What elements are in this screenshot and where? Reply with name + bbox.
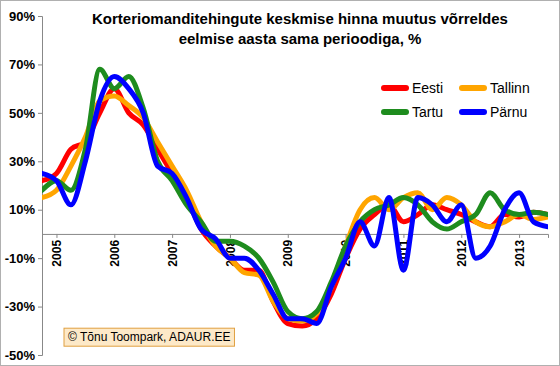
x-tick-label: 2013 [513, 240, 527, 267]
legend-item: Eesti [384, 80, 443, 96]
y-tick: -30% [5, 299, 42, 314]
y-tick: -50% [5, 348, 42, 363]
annotation: © Tõnu Toompark, ADAUR.EE [64, 328, 234, 346]
legend-item: Pärnu [462, 104, 527, 120]
y-tick-mark [38, 16, 42, 17]
legend-swatch [384, 109, 406, 115]
y-tick-label: 50% [9, 106, 35, 121]
x-tick: 2005 [50, 234, 64, 267]
y-tick: 30% [9, 154, 42, 169]
x-tick: 2007 [166, 234, 180, 267]
x-tick: 2013 [513, 234, 527, 267]
legend-label: Pärnu [490, 104, 527, 120]
chart: -50% -30% -10% 10% 30% 50% 70% 90% 2005 2006 2007 2… [0, 0, 560, 366]
x-tick-mark [172, 234, 173, 238]
x-tick-mark [403, 234, 404, 238]
legend-item: Tallinn [462, 80, 530, 96]
x-tick-mark [461, 234, 462, 238]
legend-swatch [462, 85, 484, 91]
y-axis-line [38, 17, 43, 356]
legend-item: Tartu [384, 104, 443, 120]
y-tick: 50% [9, 106, 42, 121]
plot-area [42, 69, 548, 326]
y-tick-label: 10% [9, 202, 35, 217]
x-tick-label: 2005 [50, 240, 64, 267]
legend: Eesti Tallinn Tartu Pärnu [384, 80, 530, 120]
y-tick-mark [38, 307, 42, 308]
title: Korteriomanditehingute keskmise hinna mu… [92, 10, 508, 47]
legend-swatch [462, 109, 484, 115]
y-tick-label: -50% [5, 348, 36, 363]
series-line [42, 77, 548, 324]
series-line [42, 89, 548, 326]
x-tick-label: 2009 [281, 240, 295, 267]
legend-swatch [384, 85, 406, 91]
series-line [42, 69, 548, 318]
legend-label: Eesti [412, 80, 443, 96]
x-tick-label: 2006 [108, 240, 122, 267]
x-tick: 2009 [281, 234, 295, 267]
y-tick-mark [38, 161, 42, 162]
y-tick: 70% [9, 57, 42, 72]
y-tick-label: 70% [9, 57, 35, 72]
y-tick-mark [38, 210, 42, 211]
legend-label: Tartu [412, 104, 443, 120]
y-tick-mark [38, 113, 42, 114]
x-tick-mark [230, 234, 231, 238]
y-tick-label: 90% [9, 9, 35, 24]
x-tick-mark [288, 234, 289, 238]
annotation-box [64, 328, 234, 346]
y-tick-label: -10% [5, 251, 36, 266]
x-tick-label: 2012 [455, 240, 469, 267]
x-tick-mark [114, 234, 115, 238]
annotation-text: © Tõnu Toompark, ADAUR.EE [68, 330, 230, 344]
x-tick: 2012 [455, 234, 469, 267]
background [1, 1, 560, 366]
x-tick-mark [56, 234, 57, 238]
legend-label: Tallinn [490, 80, 530, 96]
x-axis-line [43, 234, 549, 238]
y-tick: 90% [9, 9, 42, 24]
series-line [42, 96, 548, 321]
y-tick: 10% [9, 202, 42, 217]
y-tick-mark [38, 355, 42, 356]
x-tick: 2006 [108, 234, 122, 267]
y-tick-label: 30% [9, 154, 35, 169]
y-tick: -10% [5, 251, 42, 266]
y-tick-label: -30% [5, 299, 36, 314]
x-tick-mark [519, 234, 520, 238]
y-tick-mark [38, 64, 42, 65]
y-axis: -50% -30% -10% 10% 30% 50% 70% 90% [5, 9, 43, 363]
x-tick-label: 2007 [166, 240, 180, 267]
y-tick-mark [38, 258, 42, 259]
